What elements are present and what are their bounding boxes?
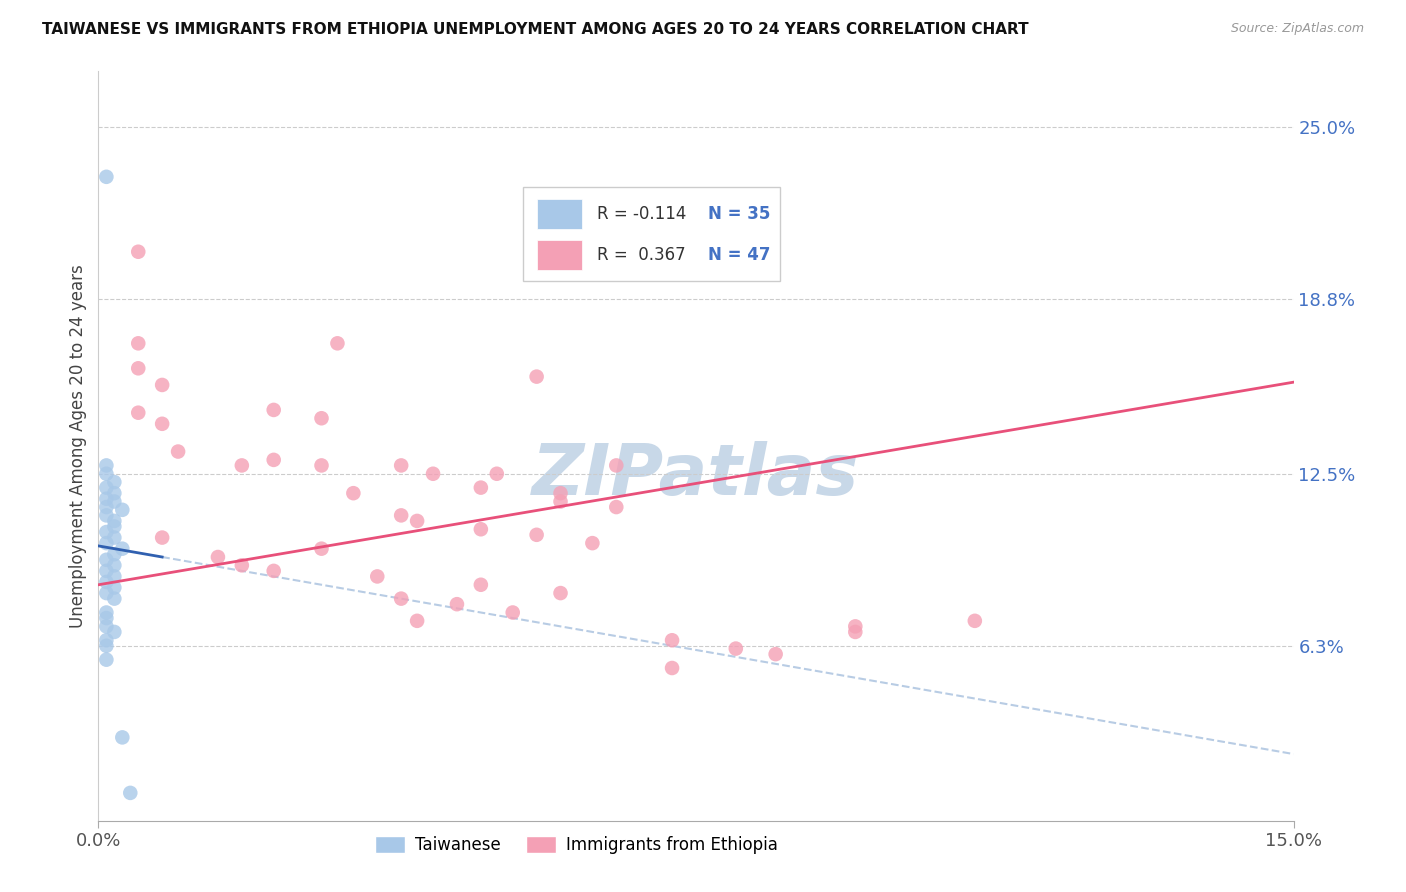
Point	[103, 486, 125, 500]
Text: R = -0.114: R = -0.114	[596, 205, 686, 223]
Point	[103, 581, 125, 595]
Point	[96, 508, 118, 523]
Point	[581, 536, 603, 550]
FancyBboxPatch shape	[537, 199, 582, 228]
Point	[111, 503, 134, 517]
Point	[389, 508, 412, 523]
Point	[103, 569, 125, 583]
Point	[485, 467, 508, 481]
Text: TAIWANESE VS IMMIGRANTS FROM ETHIOPIA UNEMPLOYMENT AMONG AGES 20 TO 24 YEARS COR: TAIWANESE VS IMMIGRANTS FROM ETHIOPIA UN…	[42, 22, 1029, 37]
Point	[366, 569, 388, 583]
Text: N = 47: N = 47	[709, 246, 770, 264]
Point	[120, 786, 142, 800]
Point	[406, 514, 429, 528]
Point	[605, 458, 627, 473]
Point	[422, 467, 444, 481]
Point	[96, 606, 118, 620]
Point	[96, 467, 118, 481]
Point	[311, 541, 333, 556]
Point	[470, 578, 492, 592]
Point	[326, 336, 349, 351]
Point	[96, 458, 118, 473]
Point	[406, 614, 429, 628]
Point	[470, 481, 492, 495]
Point	[605, 500, 627, 514]
Point	[96, 169, 118, 184]
Text: Source: ZipAtlas.com: Source: ZipAtlas.com	[1230, 22, 1364, 36]
Point	[263, 403, 285, 417]
Point	[844, 624, 866, 639]
Point	[661, 661, 683, 675]
Point	[96, 611, 118, 625]
Point	[103, 624, 125, 639]
Point	[103, 558, 125, 573]
Point	[389, 591, 412, 606]
Point	[446, 597, 468, 611]
Point	[470, 522, 492, 536]
Point	[103, 475, 125, 489]
Point	[96, 491, 118, 506]
Point	[844, 619, 866, 633]
Point	[550, 494, 572, 508]
Point	[526, 528, 548, 542]
Y-axis label: Unemployment Among Ages 20 to 24 years: Unemployment Among Ages 20 to 24 years	[69, 264, 87, 628]
Point	[96, 536, 118, 550]
Point	[96, 586, 118, 600]
Point	[96, 633, 118, 648]
FancyBboxPatch shape	[523, 187, 779, 281]
Point	[96, 524, 118, 539]
Text: R =  0.367: R = 0.367	[596, 246, 685, 264]
Point	[231, 458, 253, 473]
Point	[550, 586, 572, 600]
Point	[311, 411, 333, 425]
Point	[103, 494, 125, 508]
Point	[342, 486, 364, 500]
Point	[96, 564, 118, 578]
Point	[127, 244, 149, 259]
Point	[96, 653, 118, 667]
Point	[127, 361, 149, 376]
Point	[103, 519, 125, 533]
Point	[127, 336, 149, 351]
Point	[167, 444, 190, 458]
Point	[96, 574, 118, 589]
Point	[311, 458, 333, 473]
Point	[103, 591, 125, 606]
Point	[111, 731, 134, 745]
Point	[96, 553, 118, 567]
Point	[96, 639, 118, 653]
Point	[231, 558, 253, 573]
Point	[111, 541, 134, 556]
Text: N = 35: N = 35	[709, 205, 770, 223]
Point	[765, 647, 787, 661]
Point	[526, 369, 548, 384]
Text: ZIPatlas: ZIPatlas	[533, 442, 859, 510]
Point	[724, 641, 747, 656]
Legend: Taiwanese, Immigrants from Ethiopia: Taiwanese, Immigrants from Ethiopia	[368, 830, 785, 861]
Point	[502, 606, 524, 620]
Point	[263, 564, 285, 578]
Point	[150, 378, 173, 392]
Point	[127, 406, 149, 420]
Point	[150, 531, 173, 545]
Point	[661, 633, 683, 648]
Point	[263, 453, 285, 467]
FancyBboxPatch shape	[537, 240, 582, 270]
Point	[103, 531, 125, 545]
Point	[96, 619, 118, 633]
Point	[96, 481, 118, 495]
Point	[103, 547, 125, 561]
Point	[96, 500, 118, 514]
Point	[963, 614, 986, 628]
Point	[207, 549, 229, 564]
Point	[550, 486, 572, 500]
Point	[103, 514, 125, 528]
Point	[150, 417, 173, 431]
Point	[389, 458, 412, 473]
